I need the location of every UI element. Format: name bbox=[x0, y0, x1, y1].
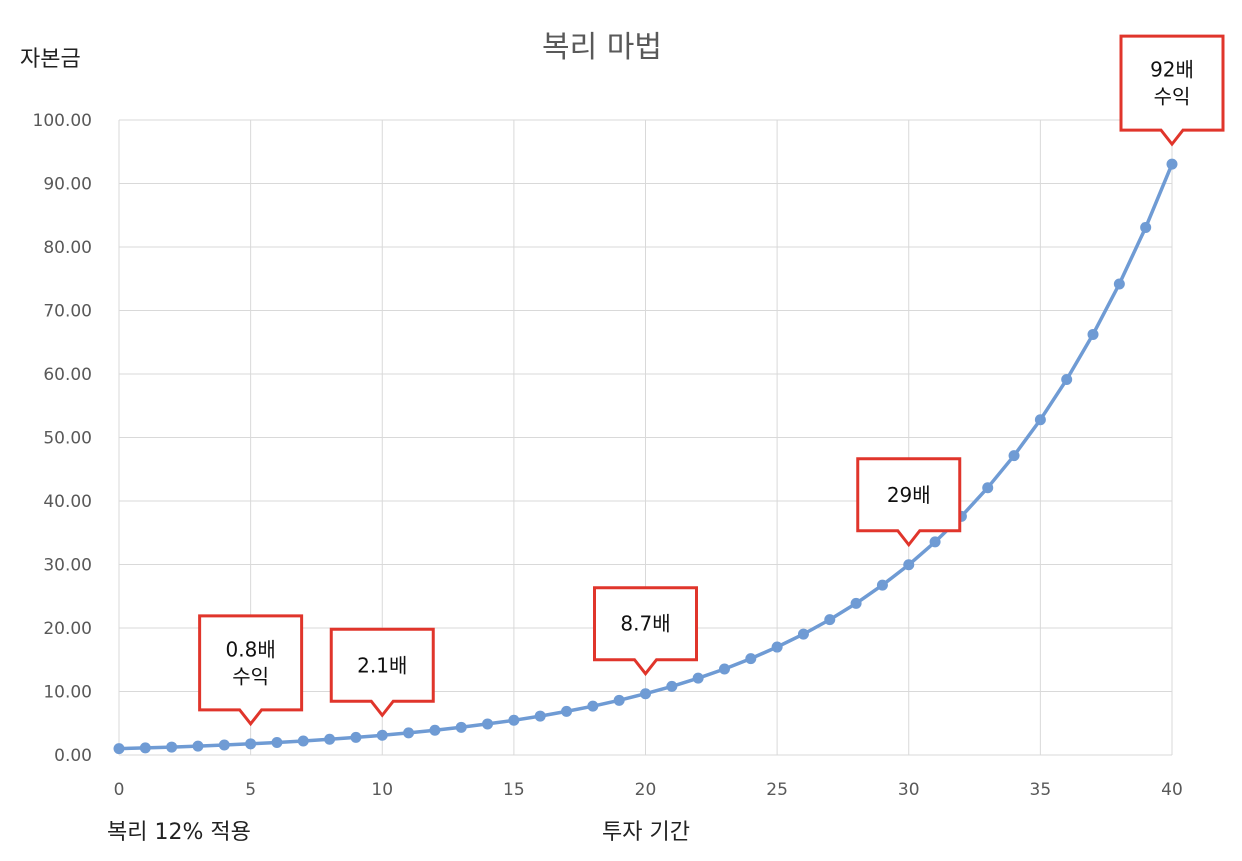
data-point bbox=[640, 688, 651, 700]
y-tick-labels: 0.00 10.00 20.00 30.00 40.00 50.00 60.00 70.00 8… bbox=[33, 111, 92, 766]
callout-box bbox=[856, 457, 962, 548]
rate-note: 복리 12% 적용 bbox=[107, 820, 251, 845]
data-point bbox=[192, 740, 204, 752]
data-point bbox=[1166, 158, 1178, 170]
y-tick-label: 20.00 bbox=[43, 619, 92, 639]
x-tick-label: 10 bbox=[371, 780, 393, 800]
data-point bbox=[692, 672, 704, 684]
data-point bbox=[1061, 373, 1073, 385]
y-tick-label: 70.00 bbox=[43, 302, 92, 322]
x-tick-label: 30 bbox=[898, 780, 920, 800]
y-tick-label: 80.00 bbox=[43, 238, 92, 258]
callout-box bbox=[198, 614, 304, 727]
data-point bbox=[324, 733, 336, 745]
callout-text: 2.1배 bbox=[357, 653, 407, 677]
data-point bbox=[1140, 221, 1152, 233]
data-point bbox=[903, 559, 915, 571]
y-tick-label: 40.00 bbox=[43, 492, 92, 512]
data-point bbox=[455, 721, 467, 733]
data-point bbox=[666, 680, 678, 692]
data-point bbox=[745, 653, 757, 665]
x-tick-label: 0 bbox=[114, 780, 125, 800]
x-axis-title: 투자 기간 bbox=[602, 820, 690, 845]
x-tick-label: 35 bbox=[1030, 780, 1052, 800]
x-tick-label: 25 bbox=[766, 780, 788, 800]
callout-text: 수익 bbox=[1154, 85, 1191, 109]
y-tick-label: 50.00 bbox=[43, 429, 92, 449]
data-point bbox=[350, 731, 362, 743]
data-point bbox=[271, 736, 283, 748]
y-tick-label: 90.00 bbox=[43, 175, 92, 195]
data-point bbox=[1034, 414, 1046, 426]
data-point bbox=[166, 741, 178, 753]
data-point bbox=[824, 614, 836, 626]
data-point bbox=[297, 735, 309, 747]
callout-box bbox=[329, 627, 435, 718]
callout-box bbox=[1119, 34, 1225, 147]
data-point bbox=[376, 729, 388, 741]
data-point bbox=[982, 482, 994, 494]
data-point bbox=[403, 727, 415, 739]
y-tick-label: 100.00 bbox=[33, 111, 92, 131]
data-point bbox=[718, 663, 730, 675]
callout-text: 수익 bbox=[232, 664, 269, 688]
callout-1: 2.1배 bbox=[329, 627, 435, 718]
data-point bbox=[534, 710, 546, 722]
data-point bbox=[929, 536, 941, 548]
data-point bbox=[139, 742, 151, 754]
x-tick-labels: 0 5 10 15 20 25 30 35 40 bbox=[114, 780, 1183, 800]
data-point bbox=[797, 628, 809, 640]
data-point bbox=[1113, 278, 1125, 290]
y-axis-title: 자본금 bbox=[20, 47, 81, 72]
data-point bbox=[429, 724, 441, 736]
data-point bbox=[561, 705, 573, 717]
x-tick-label: 20 bbox=[635, 780, 657, 800]
x-tick-label: 5 bbox=[245, 780, 256, 800]
data-point bbox=[587, 700, 599, 712]
data-point bbox=[1087, 328, 1099, 340]
callout-text: 8.7배 bbox=[620, 612, 670, 636]
callout-text: 92배 bbox=[1150, 58, 1194, 82]
data-point bbox=[613, 694, 625, 706]
y-tick-label: 10.00 bbox=[43, 683, 92, 703]
data-point bbox=[771, 641, 783, 653]
callout-3: 29배 bbox=[856, 457, 962, 548]
chart-title: 복리 마법 bbox=[542, 30, 662, 65]
series-group bbox=[113, 158, 1178, 755]
callout-box bbox=[593, 586, 698, 677]
data-point bbox=[876, 579, 888, 591]
y-tick-label: 0.00 bbox=[54, 746, 92, 766]
y-tick-label: 30.00 bbox=[43, 556, 92, 576]
callout-text: 29배 bbox=[887, 483, 931, 507]
x-tick-label: 15 bbox=[503, 780, 525, 800]
callout-text: 0.8배 bbox=[226, 637, 276, 661]
data-point bbox=[218, 739, 230, 751]
data-point bbox=[113, 743, 125, 755]
data-point bbox=[850, 597, 862, 609]
data-point bbox=[1008, 450, 1020, 462]
data-point bbox=[482, 718, 494, 730]
x-tick-label: 40 bbox=[1161, 780, 1183, 800]
callout-2: 8.7배 bbox=[593, 586, 698, 677]
y-tick-label: 60.00 bbox=[43, 365, 92, 385]
data-point bbox=[245, 738, 257, 750]
data-point bbox=[508, 714, 520, 726]
